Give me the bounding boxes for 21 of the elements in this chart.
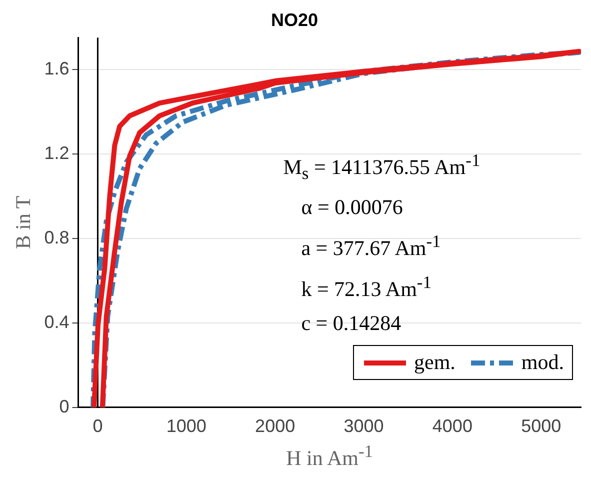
x-tick-label: 5000 xyxy=(521,416,562,436)
legend-label: mod. xyxy=(521,350,564,376)
x-axis-title: H in Am$^{-1}$ xyxy=(285,441,374,471)
y-axis-title: B in T xyxy=(11,196,36,250)
x-tick-label: 2000 xyxy=(255,416,296,436)
x-tick-label: 0 xyxy=(92,416,103,436)
y-tick-label: 0 xyxy=(59,396,70,416)
y-tick-label: 0.4 xyxy=(44,312,70,332)
annotation: a = 377.67 Am$^{-1}$ xyxy=(300,230,442,262)
x-tick-label: 4000 xyxy=(432,416,472,436)
chart-title: NO20 xyxy=(270,10,318,30)
y-tick-label: 1.6 xyxy=(44,58,70,78)
legend-label: gem. xyxy=(414,350,456,376)
annotation: M$_{s}$ = 1411376.55 Am$^{-1}$ xyxy=(283,148,480,185)
annotation: c = 0.14284 xyxy=(300,310,402,337)
x-tick-label: 3000 xyxy=(344,416,384,436)
y-tick-label: 0.8 xyxy=(44,227,70,248)
x-tick-label: 1000 xyxy=(166,416,206,436)
y-tick-label: 1.2 xyxy=(44,142,70,163)
annotation: k = 72.13 Am$^{-1}$ xyxy=(300,270,432,303)
annotation: α = 0.00076 xyxy=(300,194,404,221)
